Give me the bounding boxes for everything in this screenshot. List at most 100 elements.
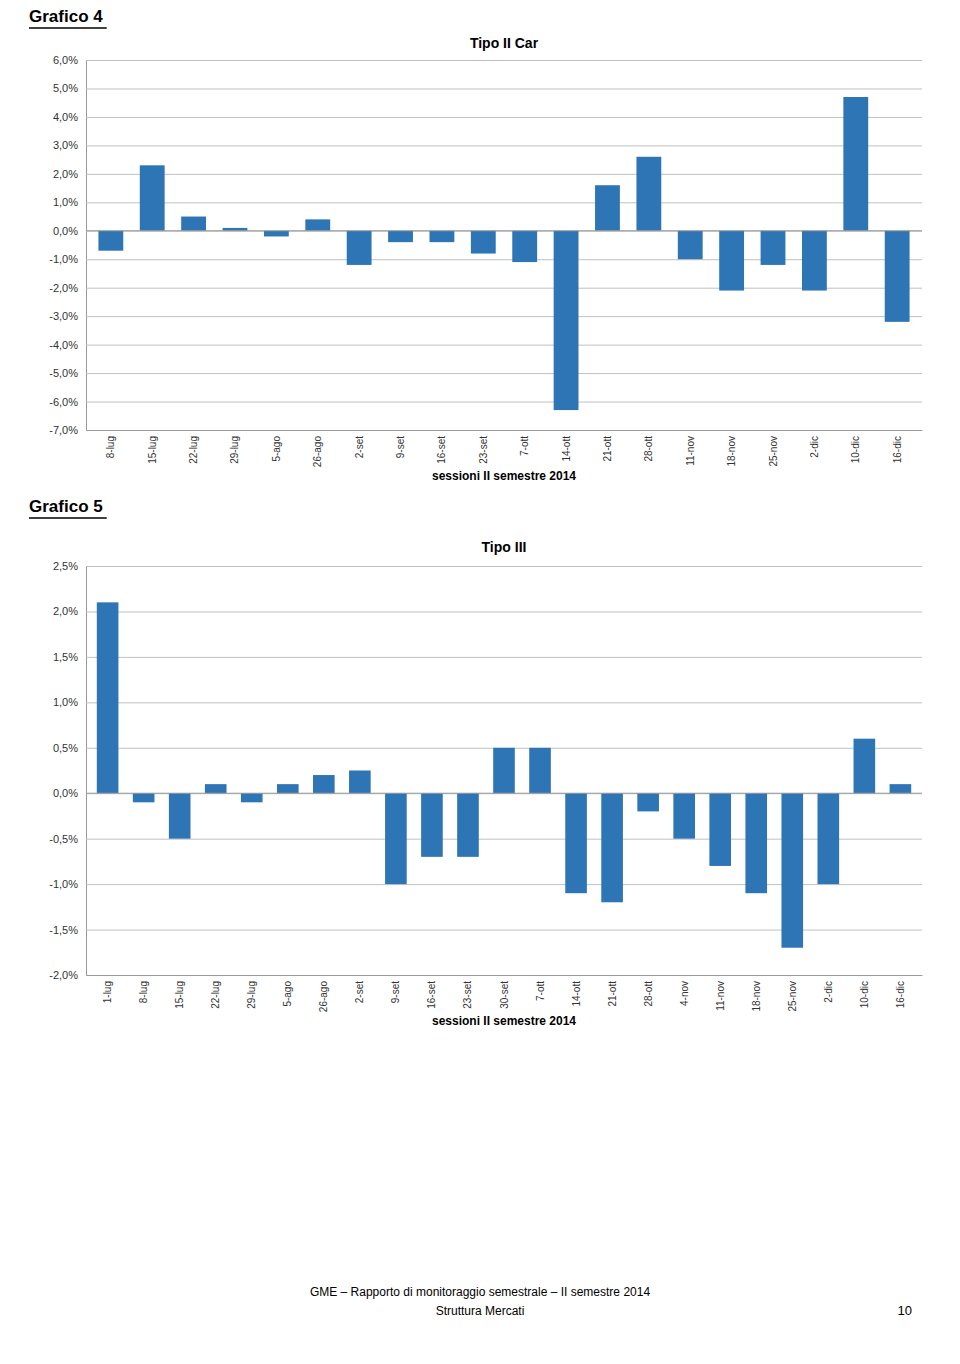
x-tick: 9-set (395, 430, 406, 458)
bar (709, 793, 731, 866)
x-tick-label: 29-lug (229, 436, 240, 464)
y-tick: -4,0% (49, 339, 922, 351)
page: Grafico 4Tipo II Car-7,0%-6,0%-5,0%-4,0%… (0, 0, 960, 1364)
x-tick-label: 18-nov (726, 436, 737, 467)
y-tick-label: 5,0% (53, 82, 78, 94)
y-tick-label: 0,0% (53, 787, 78, 799)
x-tick-label: 8-lug (138, 981, 149, 1003)
y-tick-label: 0,0% (53, 225, 78, 237)
y-tick: -5,0% (49, 367, 922, 379)
bar (781, 793, 803, 948)
y-tick: 4,0% (53, 111, 922, 123)
x-tick: 8-lug (138, 975, 149, 1003)
x-tick: 14-ott (561, 430, 572, 462)
x-tick: 7-ott (535, 975, 546, 1001)
x-tick-label: 23-set (462, 981, 473, 1009)
y-tick: 1,0% (53, 696, 922, 708)
x-tick-label: 2-dic (809, 436, 820, 458)
bar (457, 793, 479, 857)
y-tick-label: 1,5% (53, 651, 78, 663)
bar (529, 748, 551, 793)
y-tick-label: 1,0% (53, 696, 78, 708)
x-tick: 29-lug (229, 430, 240, 464)
y-tick-label: -7,0% (49, 424, 78, 436)
x-tick: 2-set (354, 975, 365, 1003)
x-tick: 18-nov (751, 975, 762, 1012)
y-tick-label: -6,0% (49, 396, 78, 408)
y-tick: 1,5% (53, 651, 922, 663)
x-tick-label: 1-lug (102, 981, 113, 1003)
bars (97, 602, 911, 947)
y-tick: 6,0% (53, 54, 922, 66)
x-tick-label: 14-ott (571, 981, 582, 1007)
grid-line (86, 202, 922, 203)
bar (471, 231, 496, 254)
y-tick-label: 0,5% (53, 742, 78, 754)
x-tick-label: 15-lug (174, 981, 185, 1009)
x-tick: 9-set (390, 975, 401, 1003)
grid-line (86, 975, 922, 976)
x-tick-label: 21-ott (607, 981, 618, 1007)
grid-line (86, 345, 922, 346)
chart-title: Tipo III (482, 539, 527, 555)
x-tick: 25-nov (768, 430, 779, 467)
bar (388, 231, 413, 242)
y-tick: -3,0% (49, 310, 922, 322)
bar (554, 231, 579, 410)
chart: Grafico 5Tipo III-2,0%-1,5%-1,0%-0,5%0,0… (29, 497, 923, 1028)
bar (719, 231, 744, 291)
y-tick: 0,5% (53, 742, 922, 754)
x-tick: 30-set (499, 975, 510, 1009)
bar (140, 165, 165, 230)
x-tick-label: 2-set (354, 436, 365, 458)
y-tick-label: 4,0% (53, 111, 78, 123)
x-tick: 26-ago (312, 430, 323, 467)
x-tick-label: 8-lug (105, 436, 116, 458)
bar (673, 793, 695, 838)
bar (802, 231, 827, 291)
x-tick: 22-lug (210, 975, 221, 1009)
grid-line (86, 117, 922, 118)
bar (678, 231, 703, 259)
y-tick-label: 2,0% (53, 605, 78, 617)
x-tick-label: 5-ago (271, 436, 282, 462)
x-axis-title: sessioni II semestre 2014 (432, 469, 576, 483)
x-tick-label: 25-nov (768, 436, 779, 467)
bar (843, 97, 868, 231)
grid-line (86, 657, 922, 658)
x-tick-label: 29-lug (246, 981, 257, 1009)
x-tick: 21-ott (607, 975, 618, 1007)
bar (421, 793, 443, 857)
heading-underline (29, 517, 107, 519)
x-tick: 2-set (354, 430, 365, 458)
y-tick: -1,0% (49, 253, 922, 265)
bar (97, 602, 119, 793)
x-tick-label: 30-set (499, 981, 510, 1009)
x-axis-line (87, 430, 923, 431)
x-tick: 18-nov (726, 430, 737, 467)
x-tick-label: 10-dic (859, 981, 870, 1008)
x-tick-label: 5-ago (282, 981, 293, 1007)
x-tick: 29-lug (246, 975, 257, 1009)
bar (493, 748, 515, 793)
x-tick-label: 22-lug (210, 981, 221, 1009)
y-tick: 2,5% (53, 560, 922, 572)
grid-line (86, 174, 922, 175)
footer: GME – Rapporto di monitoraggio semestral… (310, 1285, 650, 1299)
bar (349, 771, 371, 794)
y-axis-line (86, 61, 87, 431)
grid-line (86, 402, 922, 403)
y-tick: 5,0% (53, 82, 922, 94)
chart: Grafico 4Tipo II Car-7,0%-6,0%-5,0%-4,0%… (29, 7, 923, 483)
y-tick-label: -2,0% (49, 969, 78, 981)
x-axis: 8-lug15-lug22-lug29-lug5-ago26-ago2-set9… (87, 430, 923, 467)
x-tick: 11-nov (685, 430, 696, 466)
bar (636, 157, 661, 231)
y-tick-label: 2,0% (53, 168, 78, 180)
x-tick: 4-nov (679, 975, 690, 1006)
x-tick-label: 25-nov (787, 981, 798, 1012)
x-tick: 16-set (426, 975, 437, 1009)
x-tick-label: 16-set (436, 436, 447, 464)
x-axis: 1-lug8-lug15-lug22-lug29-lug5-ago26-ago2… (87, 975, 923, 1012)
x-tick: 5-ago (271, 430, 282, 462)
